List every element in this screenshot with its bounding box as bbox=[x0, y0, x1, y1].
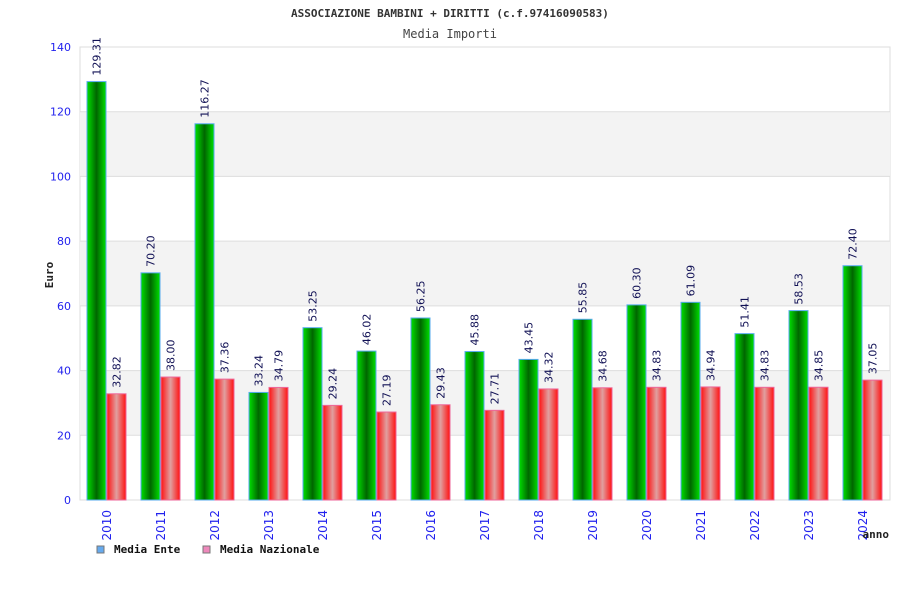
bar-media-ente bbox=[464, 351, 485, 501]
legend-swatch bbox=[202, 545, 211, 554]
data-label: 58.53 bbox=[793, 273, 806, 305]
data-label: 46.02 bbox=[361, 314, 374, 346]
bar-media-ente bbox=[572, 318, 593, 501]
data-label: 27.71 bbox=[489, 373, 502, 405]
data-label: 34.32 bbox=[543, 351, 556, 383]
chart-subtitle: Media Importi bbox=[403, 27, 497, 41]
data-label: 33.24 bbox=[253, 355, 266, 387]
bar-media-ente bbox=[410, 317, 431, 501]
y-axis-label: Euro bbox=[43, 261, 56, 288]
y-tick-label: 100 bbox=[50, 170, 71, 183]
bar-media-nazionale bbox=[700, 386, 721, 501]
bar-media-nazionale bbox=[538, 388, 559, 501]
bar-media-ente bbox=[788, 310, 809, 501]
y-tick-label: 40 bbox=[57, 365, 71, 378]
data-label: 37.05 bbox=[867, 343, 880, 375]
x-tick-label: 2024 bbox=[856, 510, 870, 541]
data-label: 38.00 bbox=[165, 340, 178, 372]
data-label: 129.31 bbox=[91, 37, 104, 76]
x-tick-label: 2013 bbox=[262, 510, 276, 541]
data-label: 53.25 bbox=[307, 290, 320, 322]
bar-media-nazionale bbox=[322, 404, 343, 501]
legend-label: Media Ente bbox=[114, 543, 181, 556]
bar-media-nazionale bbox=[592, 387, 613, 501]
data-label: 27.19 bbox=[381, 375, 394, 407]
bar-media-ente bbox=[356, 350, 377, 501]
bar-media-nazionale bbox=[646, 386, 667, 501]
x-tick-label: 2020 bbox=[640, 510, 654, 541]
data-label: 32.82 bbox=[111, 356, 124, 388]
data-label: 56.25 bbox=[415, 280, 428, 312]
x-tick-label: 2014 bbox=[316, 510, 330, 541]
data-label: 29.24 bbox=[327, 368, 340, 400]
data-label: 116.27 bbox=[199, 79, 212, 118]
bar-media-nazionale bbox=[484, 409, 505, 501]
bar-media-nazionale bbox=[862, 379, 883, 501]
data-label: 45.88 bbox=[469, 314, 482, 346]
bar-media-nazionale bbox=[160, 376, 181, 501]
data-label: 34.83 bbox=[759, 350, 772, 382]
bar-media-nazionale bbox=[268, 386, 289, 501]
data-label: 61.09 bbox=[685, 265, 698, 297]
legend-swatch bbox=[96, 545, 105, 554]
data-label: 55.85 bbox=[577, 282, 590, 314]
chart-title: ASSOCIAZIONE BAMBINI + DIRITTI (c.f.9741… bbox=[291, 7, 609, 20]
bar-media-nazionale bbox=[808, 386, 829, 501]
x-tick-label: 2018 bbox=[532, 510, 546, 541]
x-tick-label: 2011 bbox=[154, 510, 168, 541]
bar-media-ente bbox=[842, 265, 863, 501]
x-tick-label: 2012 bbox=[208, 510, 222, 541]
data-label: 43.45 bbox=[523, 322, 536, 354]
data-label: 34.85 bbox=[813, 350, 826, 382]
y-tick-label: 60 bbox=[57, 300, 71, 313]
x-tick-label: 2021 bbox=[694, 510, 708, 541]
bar-media-nazionale bbox=[430, 404, 451, 501]
y-tick-label: 20 bbox=[57, 429, 71, 442]
data-label: 34.79 bbox=[273, 350, 286, 382]
data-label: 34.68 bbox=[597, 350, 610, 382]
data-label: 70.20 bbox=[145, 235, 158, 267]
bar-media-ente bbox=[194, 123, 215, 501]
x-tick-label: 2017 bbox=[478, 510, 492, 541]
x-tick-label: 2023 bbox=[802, 510, 816, 541]
bar-media-ente bbox=[518, 358, 539, 501]
bar-media-ente bbox=[302, 327, 323, 501]
y-tick-label: 120 bbox=[50, 106, 71, 119]
data-label: 37.36 bbox=[219, 342, 232, 374]
grid-band bbox=[80, 111, 890, 177]
y-tick-label: 140 bbox=[50, 41, 71, 54]
data-label: 34.94 bbox=[705, 349, 718, 381]
x-tick-label: 2010 bbox=[100, 510, 114, 541]
data-label: 72.40 bbox=[847, 228, 860, 260]
x-tick-label: 2019 bbox=[586, 510, 600, 541]
x-tick-label: 2022 bbox=[748, 510, 762, 541]
x-tick-label: 2015 bbox=[370, 510, 384, 541]
y-tick-label: 80 bbox=[57, 235, 71, 248]
x-axis-label: anno bbox=[863, 528, 890, 541]
bar-media-ente bbox=[86, 81, 107, 501]
x-tick-label: 2016 bbox=[424, 510, 438, 541]
bar-media-ente bbox=[140, 272, 161, 501]
data-label: 60.30 bbox=[631, 267, 644, 299]
grid-band bbox=[80, 241, 890, 306]
bar-media-nazionale bbox=[376, 411, 397, 501]
bar-media-ente bbox=[626, 304, 647, 501]
data-label: 29.43 bbox=[435, 367, 448, 399]
bar-media-nazionale bbox=[754, 386, 775, 501]
bar-media-ente bbox=[734, 333, 755, 501]
data-label: 34.83 bbox=[651, 350, 664, 382]
y-tick-label: 0 bbox=[64, 494, 71, 507]
bar-media-ente bbox=[248, 391, 269, 501]
bar-media-ente bbox=[680, 301, 701, 501]
bar-media-nazionale bbox=[214, 378, 235, 501]
data-label: 51.41 bbox=[739, 296, 752, 328]
bar-media-nazionale bbox=[106, 393, 127, 501]
legend-label: Media Nazionale bbox=[220, 543, 320, 556]
